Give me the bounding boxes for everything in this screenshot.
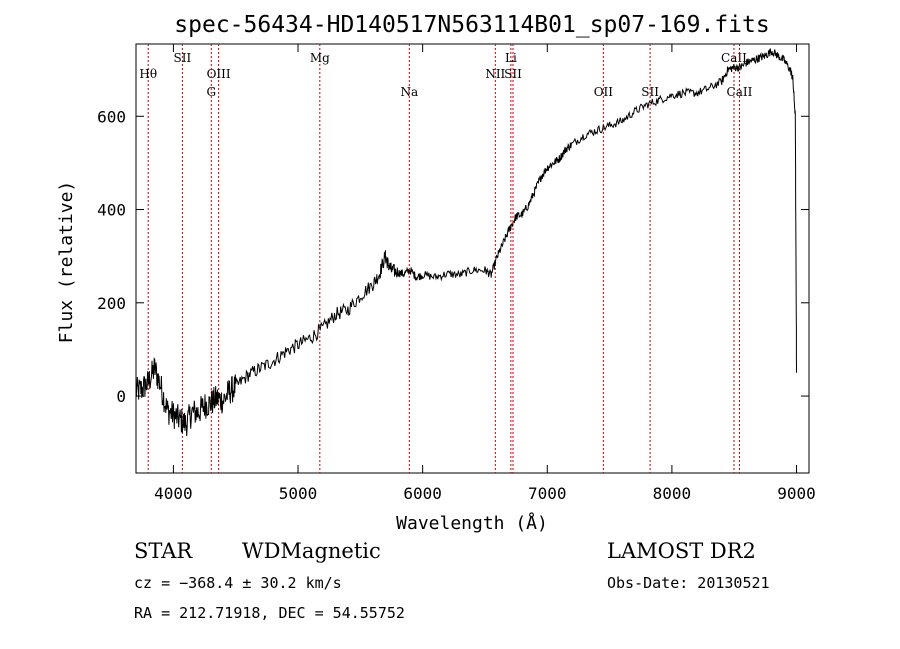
y-tick-label: 600 [97, 107, 126, 126]
chart-title: spec-56434-HD140517N563114B01_sp07-169.f… [174, 12, 769, 38]
spectral-line-label: Li [505, 51, 517, 65]
x-tick-label: 6000 [403, 484, 442, 503]
spectral-line-label: NII [485, 67, 505, 81]
spectral-line-label: SII [174, 51, 192, 65]
x-tick-label: 8000 [653, 484, 692, 503]
y-tick-label: 200 [97, 294, 126, 313]
object-class: STAR [134, 539, 193, 563]
survey-name: LAMOST DR2 [607, 539, 756, 563]
spectral-line-label: SII [504, 67, 522, 81]
spectral-line-label: G [206, 85, 216, 99]
spectral-line-label: OII [594, 85, 614, 99]
spectral-line-label: CaII [727, 85, 753, 99]
x-tick-label: 7000 [528, 484, 567, 503]
x-tick-label: 9000 [777, 484, 816, 503]
coordinates: RA = 212.71918, DEC = 54.55752 [134, 604, 405, 622]
axis-ticks [136, 44, 809, 473]
spectrum-series-line [135, 48, 797, 437]
observation-date: Obs-Date: 20130521 [607, 574, 770, 592]
spectral-line-label: Hθ [139, 67, 157, 81]
x-tick-label: 4000 [154, 484, 193, 503]
spectral-line-label: OIII [207, 67, 231, 81]
spectral-line-label: CaII [721, 51, 747, 65]
axis-tick-labels: 4000 5000 6000 7000 8000 9000 0 200 400 600 [97, 107, 816, 503]
spectral-line-label: Na [400, 85, 418, 99]
redshift-velocity: cz = −368.4 ± 30.2 km/s [134, 574, 342, 592]
spectral-line-label: SII [641, 85, 659, 99]
y-axis-label: Flux (relative) [56, 181, 77, 344]
x-tick-label: 5000 [279, 484, 318, 503]
plot-frame [135, 43, 810, 474]
x-axis-label: Wavelength (Å) [396, 512, 548, 534]
object-subclass: WDMagnetic [242, 539, 381, 563]
y-tick-label: 0 [116, 387, 126, 406]
y-tick-label: 400 [97, 201, 126, 220]
spectral-line-label: Mg [310, 51, 330, 65]
